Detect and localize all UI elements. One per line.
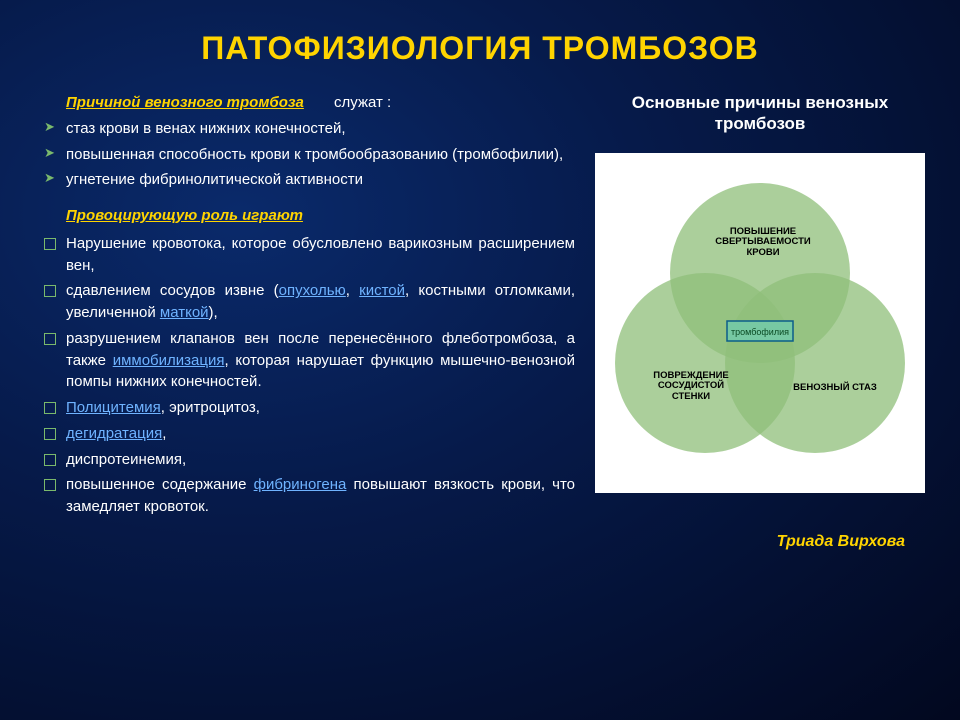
cause-item: повышенная способность крови к тромбообр…	[40, 144, 575, 166]
cause-item: стаз крови в венах нижних конечностей,	[40, 118, 575, 140]
venn-title: Основные причины венозных тромбозов	[595, 92, 925, 135]
factor-item: Нарушение кровотока, которое обусловлено…	[40, 233, 575, 277]
link-fibrinogen[interactable]: фибриногена	[254, 476, 347, 493]
factor-item: сдавлением сосудов извне (опухолью, кист…	[40, 280, 575, 324]
slide: ПАТОФИЗИОЛОГИЯ ТРОМБОЗОВ Причиной венозн…	[0, 0, 960, 720]
venn-caption: Триада Вирхова	[595, 533, 925, 551]
factor-item: дегидратация,	[40, 423, 575, 445]
venn-circle-right	[725, 273, 905, 453]
columns: Причиной венозного тромбоза служат : ста…	[40, 92, 920, 551]
causes-list: стаз крови в венах нижних конечностей, п…	[40, 118, 575, 191]
factor-item: разрушением клапанов вен после перенесён…	[40, 328, 575, 393]
venn-svg: тромбофилия	[595, 153, 925, 493]
venn-label-left: ПОВРЕЖДЕНИЕ СОСУДИСТОЙ СТЕНКИ	[643, 371, 739, 404]
venn-label-right: ВЕНОЗНЫЙ СТАЗ	[787, 383, 883, 394]
cause-item: угнетение фибринолитической активности	[40, 169, 575, 191]
causes-heading: Причиной венозного тромбоза служат :	[40, 92, 575, 114]
left-column: Причиной венозного тромбоза служат : ста…	[40, 92, 575, 551]
causes-heading-rest: служат :	[330, 94, 391, 111]
slide-title: ПАТОФИЗИОЛОГИЯ ТРОМБОЗОВ	[40, 30, 920, 67]
factor-item: повышенное содержание фибриногена повыша…	[40, 474, 575, 518]
causes-heading-lead: Причиной венозного тромбоза	[66, 94, 304, 111]
factor-item: Полицитемия, эритроцитоз,	[40, 397, 575, 419]
venn-center-label: тромбофилия	[731, 327, 789, 337]
factor-item: диспротеинемия,	[40, 449, 575, 471]
link-uterus[interactable]: маткой	[160, 304, 209, 321]
right-column: Основные причины венозных тромбозов тром…	[595, 92, 925, 551]
venn-diagram: тромбофилия ПОВЫШЕНИЕ СВЕРТЫВАЕМОСТИ КРО…	[595, 153, 925, 493]
link-dehydration[interactable]: дегидратация	[66, 425, 162, 442]
factors-list: Нарушение кровотока, которое обусловлено…	[40, 233, 575, 518]
link-cyst[interactable]: кистой	[359, 282, 405, 299]
venn-label-top: ПОВЫШЕНИЕ СВЕРТЫВАЕМОСТИ КРОВИ	[715, 227, 811, 260]
link-tumor[interactable]: опухолью	[279, 282, 346, 299]
link-immobilization[interactable]: иммобилизация	[113, 352, 225, 369]
link-polycythemia[interactable]: Полицитемия	[66, 399, 161, 416]
factors-heading: Провоцирующую роль играют	[66, 205, 575, 227]
